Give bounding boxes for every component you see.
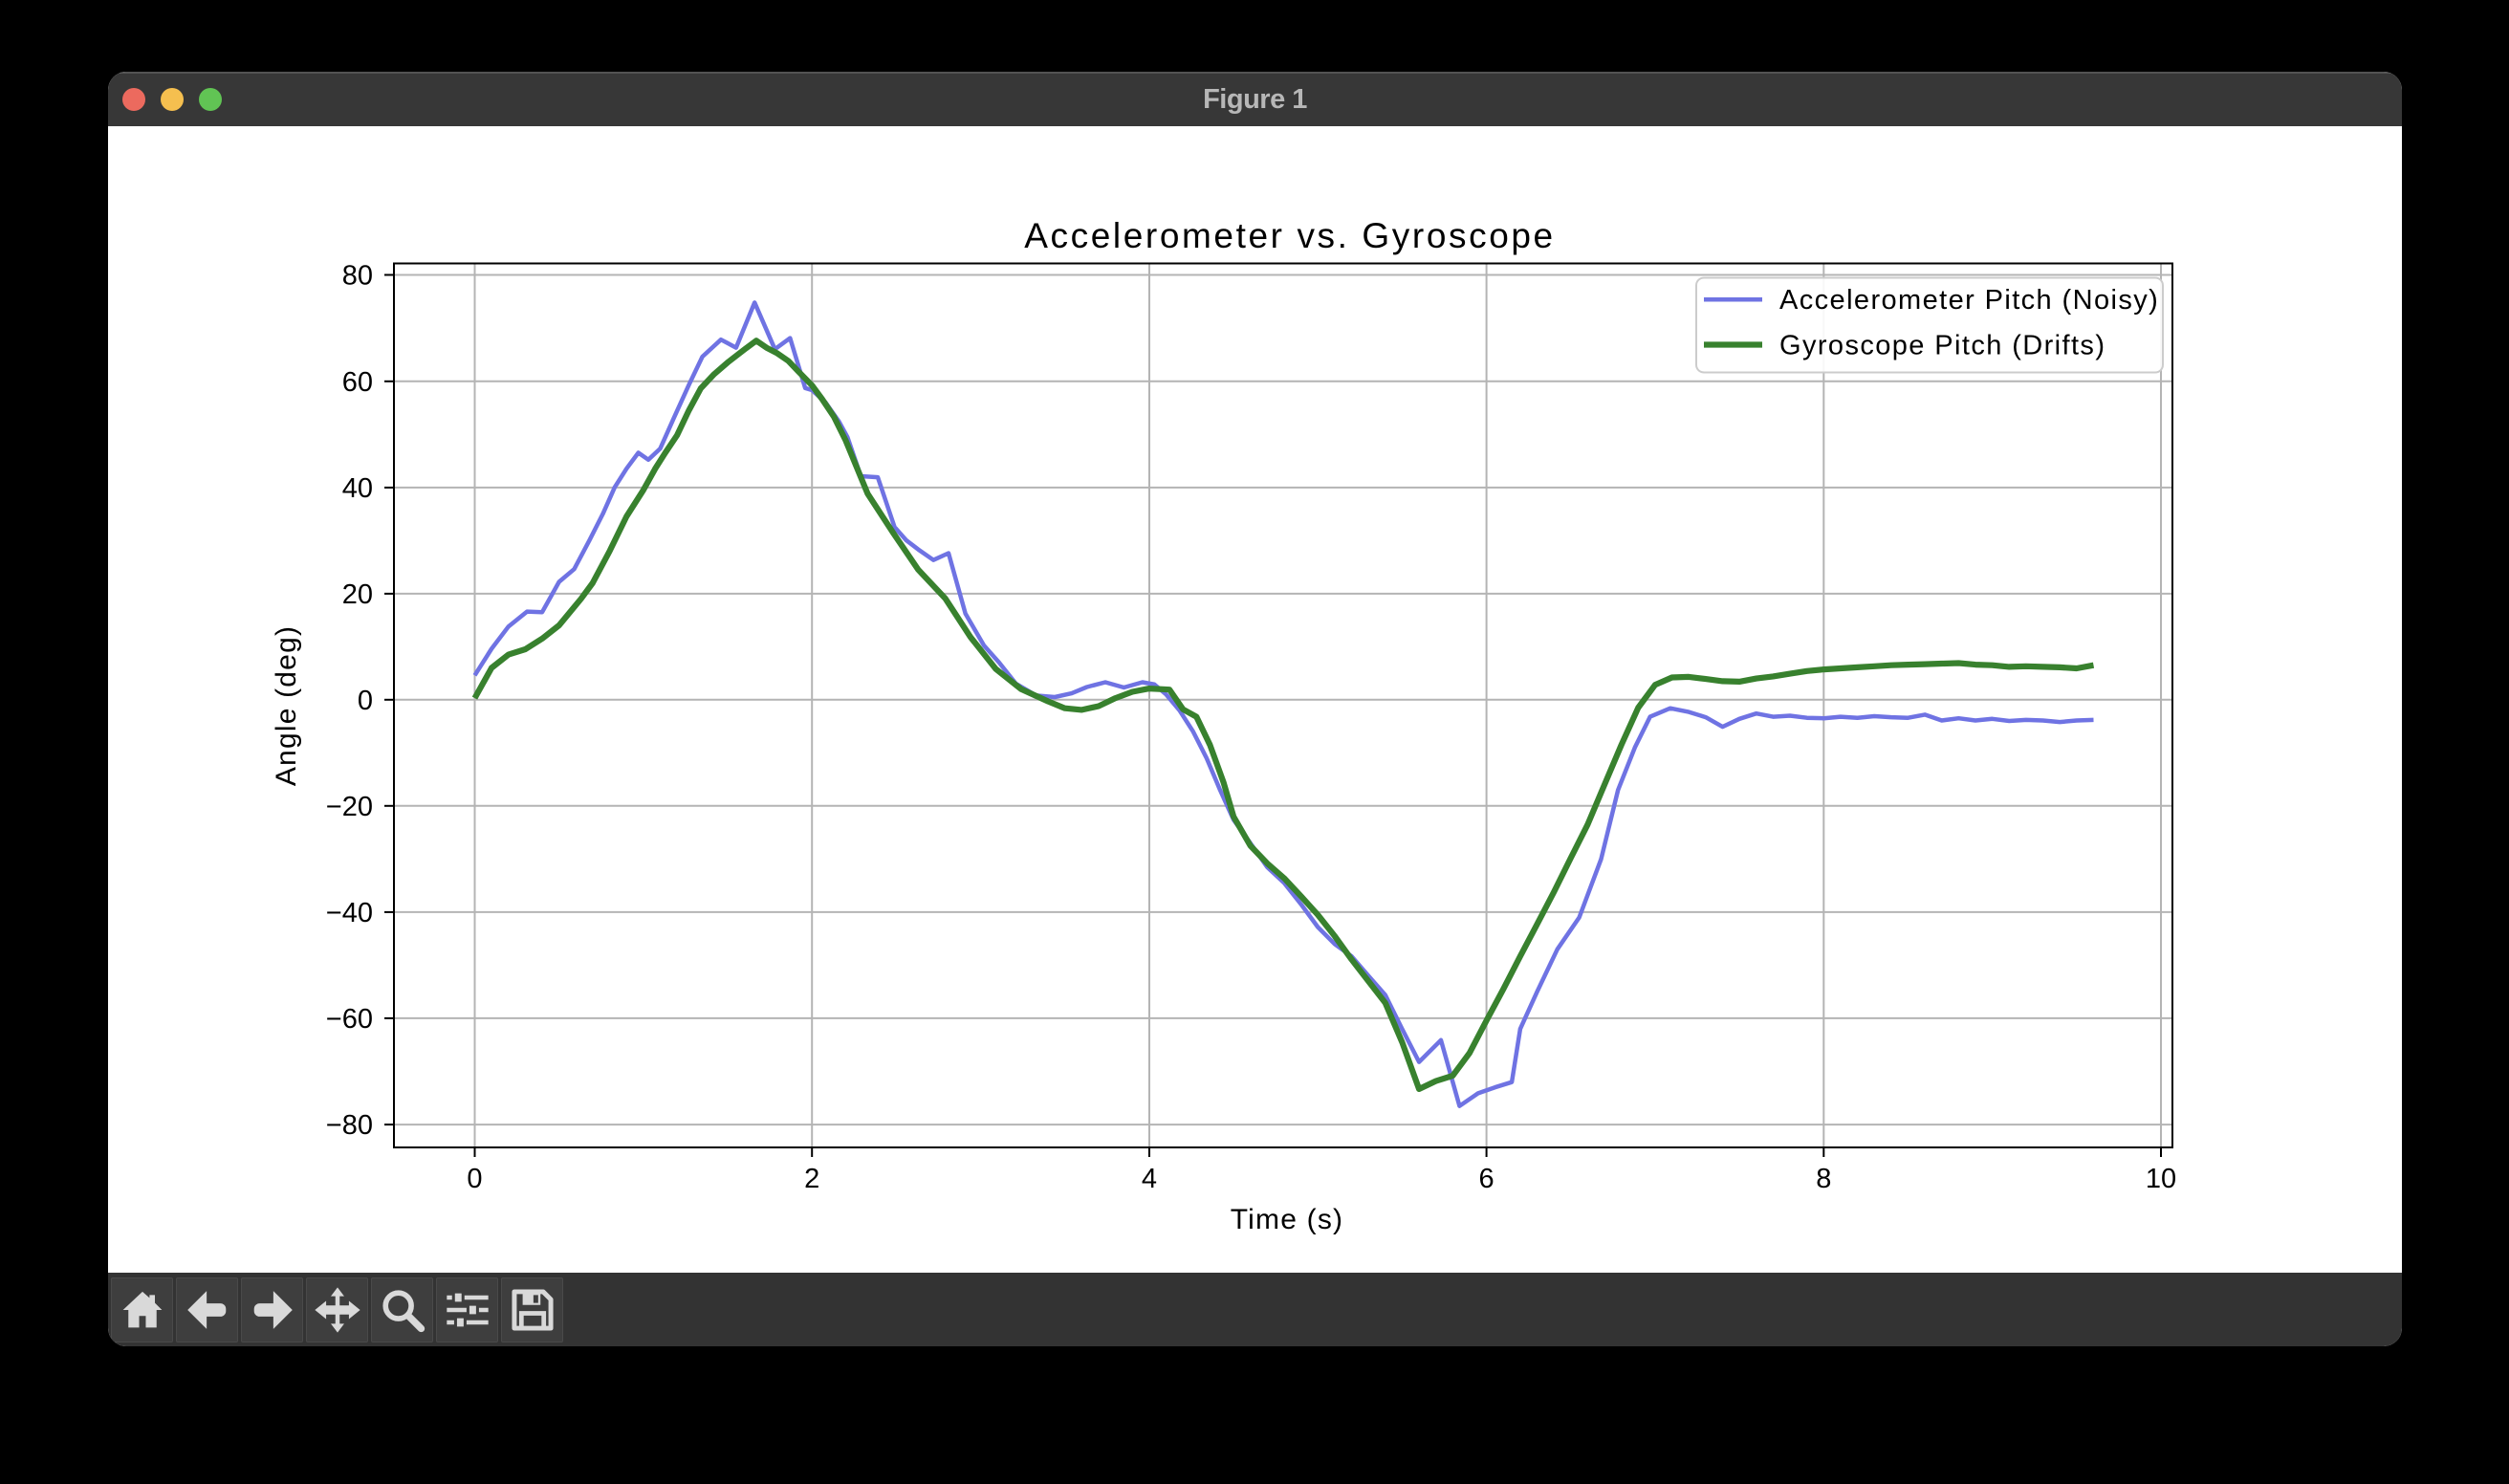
svg-text:−60: −60 — [326, 1004, 373, 1035]
svg-text:8: 8 — [1816, 1164, 1831, 1194]
svg-text:2: 2 — [804, 1164, 819, 1194]
svg-text:Accelerometer Pitch (Noisy): Accelerometer Pitch (Noisy) — [1779, 285, 2159, 316]
svg-text:−80: −80 — [326, 1110, 373, 1141]
svg-text:60: 60 — [342, 367, 373, 398]
svg-text:Angle (deg): Angle (deg) — [271, 625, 302, 786]
svg-text:Time (s): Time (s) — [1231, 1204, 1343, 1235]
svg-text:Gyroscope Pitch (Drifts): Gyroscope Pitch (Drifts) — [1779, 331, 2105, 361]
svg-text:80: 80 — [342, 261, 373, 292]
svg-text:40: 40 — [342, 473, 373, 504]
svg-text:0: 0 — [467, 1164, 482, 1194]
svg-text:20: 20 — [342, 579, 373, 610]
svg-text:−20: −20 — [326, 792, 373, 822]
svg-text:10: 10 — [2146, 1164, 2176, 1194]
svg-text:6: 6 — [1479, 1164, 1494, 1194]
svg-text:4: 4 — [1142, 1164, 1157, 1194]
svg-text:0: 0 — [358, 686, 373, 716]
svg-text:−40: −40 — [326, 898, 373, 928]
svg-text:Accelerometer vs. Gyroscope: Accelerometer vs. Gyroscope — [1024, 216, 1555, 255]
